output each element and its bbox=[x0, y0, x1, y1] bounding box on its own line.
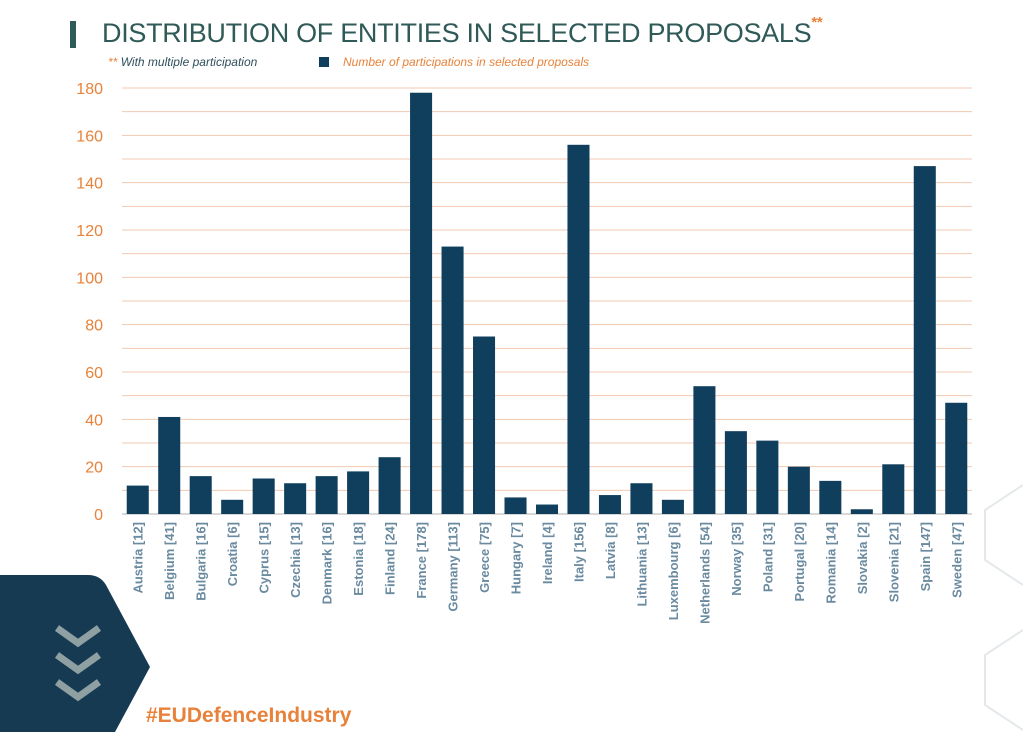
bar bbox=[567, 144, 590, 515]
x-tick-label: Belgium [41] bbox=[162, 522, 177, 600]
y-tick-label: 180 bbox=[76, 81, 103, 98]
x-tick-label: Austria [12] bbox=[131, 522, 146, 594]
x-tick-label: Latvia [8] bbox=[603, 522, 618, 579]
y-tick-label: 60 bbox=[85, 365, 103, 382]
bar bbox=[661, 499, 684, 514]
footnote: ** With multiple participation bbox=[108, 55, 257, 69]
bar bbox=[284, 483, 307, 514]
legend: Number of participations in selected pro… bbox=[319, 55, 589, 69]
bar bbox=[756, 440, 779, 514]
y-tick-label: 20 bbox=[85, 460, 103, 477]
hexagon-decoration bbox=[984, 484, 1023, 731]
bar bbox=[819, 480, 842, 514]
x-tick-label: Poland [31] bbox=[760, 522, 775, 592]
y-tick-label: 0 bbox=[94, 507, 103, 524]
y-tick-label: 100 bbox=[76, 270, 103, 287]
x-tick-label: Finland [24] bbox=[383, 522, 398, 595]
y-tick-label: 140 bbox=[76, 176, 103, 193]
bar bbox=[787, 466, 810, 514]
legend-label: Number of participations in selected pro… bbox=[343, 55, 590, 69]
y-tick-label: 40 bbox=[85, 412, 103, 429]
x-tick-label: Bulgaria [16] bbox=[194, 522, 209, 601]
title-marker: ** bbox=[811, 14, 823, 31]
x-tick-label: Italy [156] bbox=[571, 522, 586, 582]
x-tick-label: Slovakia [2] bbox=[855, 522, 870, 594]
bar bbox=[535, 504, 559, 514]
x-tick-label: Slovenia [21] bbox=[886, 522, 901, 602]
x-tick-label: Netherlands [54] bbox=[697, 522, 712, 624]
bar bbox=[882, 464, 905, 514]
bar bbox=[126, 485, 149, 514]
hashtag: #EUDefenceIndustry bbox=[146, 704, 352, 727]
x-tick-label: Greece [75] bbox=[477, 522, 492, 593]
chevrons-down-icon bbox=[54, 625, 102, 702]
x-tick-label: Ireland [4] bbox=[540, 522, 555, 584]
x-tick-label: Estonia [18] bbox=[351, 522, 366, 596]
x-tick-label: Norway [35] bbox=[729, 522, 744, 596]
bar bbox=[473, 336, 496, 514]
x-tick-label: Czechia [13] bbox=[288, 522, 303, 598]
bar bbox=[724, 431, 747, 514]
bar bbox=[630, 483, 653, 514]
bar bbox=[315, 476, 338, 514]
bar bbox=[221, 499, 244, 514]
legend-swatch bbox=[319, 57, 329, 67]
y-tick-label: 160 bbox=[76, 128, 103, 145]
note-marker: ** bbox=[108, 55, 118, 69]
x-tick-label: Croatia [6] bbox=[225, 522, 240, 586]
bar bbox=[913, 166, 936, 514]
x-tick-label: Cyprus [15] bbox=[257, 522, 272, 594]
bar bbox=[850, 509, 873, 514]
bar bbox=[945, 402, 968, 514]
x-tick-label: Portugal [20] bbox=[792, 522, 807, 601]
bar bbox=[410, 92, 433, 514]
x-tick-label: Germany [113] bbox=[446, 522, 461, 612]
bar bbox=[504, 497, 527, 514]
bar bbox=[693, 386, 716, 514]
note-text: With multiple participation bbox=[120, 55, 258, 69]
x-tick-label: Luxembourg [6] bbox=[666, 522, 681, 620]
bar bbox=[598, 495, 621, 514]
x-tick-label: Sweden [47] bbox=[949, 522, 964, 598]
brand-badge bbox=[0, 575, 150, 732]
x-tick-label: France [178] bbox=[414, 522, 429, 599]
x-tick-label: Lithuania [13] bbox=[634, 522, 649, 607]
bar bbox=[347, 471, 370, 514]
bar bbox=[158, 416, 181, 514]
bar bbox=[189, 476, 212, 514]
x-tick-label: Denmark [16] bbox=[320, 522, 335, 604]
y-tick-label: 120 bbox=[76, 223, 103, 240]
x-tick-label: Romania [14] bbox=[823, 522, 838, 604]
title-text: DISTRIBUTION OF ENTITIES IN SELECTED PRO… bbox=[102, 18, 812, 48]
x-tick-label: Hungary [7] bbox=[509, 522, 524, 594]
y-tick-label: 80 bbox=[85, 318, 103, 335]
bar bbox=[441, 246, 464, 515]
title-accent-bar bbox=[70, 21, 76, 48]
chart-title: DISTRIBUTION OF ENTITIES IN SELECTED PRO… bbox=[102, 14, 823, 49]
bar bbox=[252, 478, 275, 514]
bar bbox=[378, 457, 401, 514]
x-tick-label: Spain [147] bbox=[918, 522, 933, 591]
